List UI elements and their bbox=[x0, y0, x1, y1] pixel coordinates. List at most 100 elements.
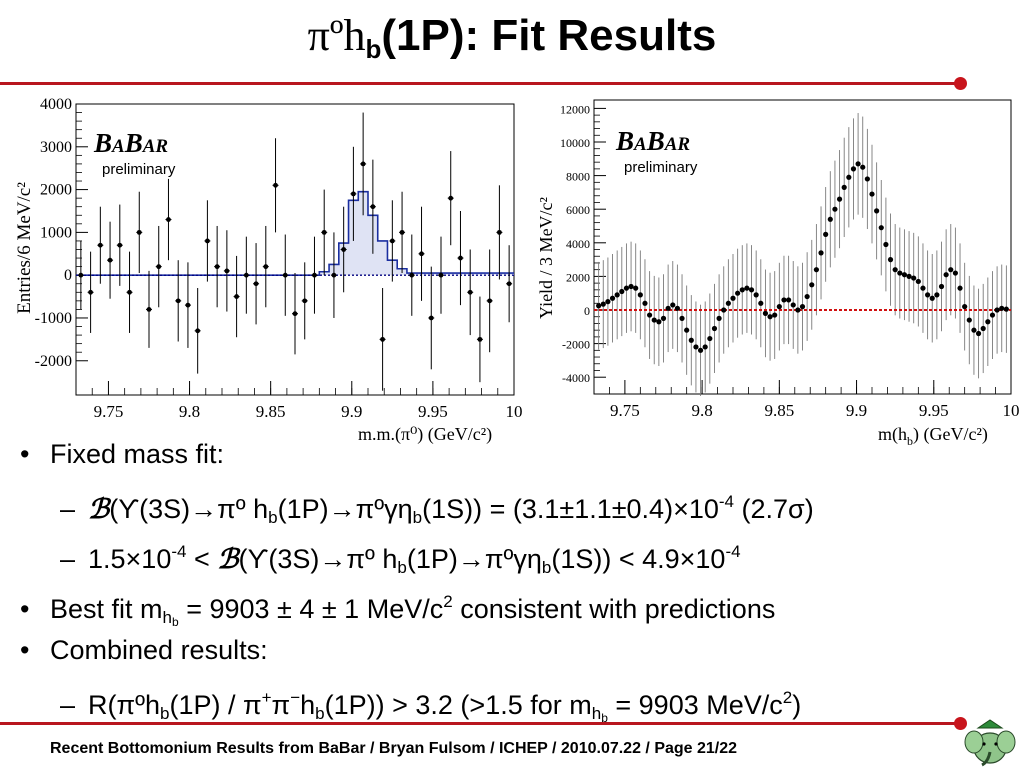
data-point bbox=[855, 161, 861, 167]
data-point bbox=[716, 315, 722, 321]
data-point bbox=[721, 307, 727, 313]
data-point bbox=[146, 307, 152, 312]
data-point bbox=[185, 302, 191, 308]
data-point bbox=[725, 300, 731, 306]
data-point bbox=[702, 344, 708, 350]
data-point bbox=[679, 315, 685, 321]
data-point bbox=[874, 208, 880, 214]
data-point bbox=[832, 206, 838, 212]
preliminary-label: preliminary bbox=[624, 159, 698, 176]
data-point bbox=[735, 290, 741, 296]
data-point bbox=[609, 295, 616, 301]
data-point bbox=[697, 347, 704, 353]
data-point bbox=[647, 312, 653, 318]
data-point bbox=[799, 304, 806, 310]
babar-brand-label: BABAR bbox=[93, 128, 168, 158]
data-point bbox=[370, 204, 376, 210]
x-tick-label: 9.9 bbox=[341, 402, 362, 421]
data-point bbox=[818, 250, 824, 256]
data-point bbox=[892, 267, 898, 273]
data-point bbox=[781, 297, 787, 303]
x-tick-label: 10 bbox=[506, 402, 523, 421]
data-point bbox=[962, 304, 968, 310]
data-point bbox=[897, 270, 903, 276]
data-point bbox=[966, 317, 972, 323]
data-point bbox=[628, 283, 634, 290]
x-tick-label: 9.85 bbox=[764, 401, 794, 420]
x-axis-label: m(hb) (GeV/c²) bbox=[878, 424, 988, 448]
data-point bbox=[619, 288, 625, 295]
data-point bbox=[869, 191, 875, 197]
data-point bbox=[273, 182, 278, 188]
data-point bbox=[975, 330, 982, 337]
data-point bbox=[78, 272, 84, 278]
data-point bbox=[302, 298, 308, 304]
y-tick-label: 12000 bbox=[560, 102, 590, 116]
x-tick-label: 9.85 bbox=[256, 402, 286, 421]
data-point bbox=[117, 242, 123, 248]
data-point bbox=[389, 238, 395, 244]
data-point bbox=[497, 229, 502, 235]
chart-right: -4000 -2000 0 2000 4000 6000 8000 10000 12000 9.7… bbox=[536, 99, 1020, 448]
data-point bbox=[642, 300, 648, 306]
data-point bbox=[467, 289, 473, 295]
y-tick-label: 3000 bbox=[40, 139, 72, 156]
data-point bbox=[952, 270, 958, 276]
y-tick-label: 0 bbox=[64, 267, 72, 284]
y-axis-label: Entries/6 MeV/c² bbox=[14, 182, 35, 314]
top-divider-dot bbox=[954, 77, 967, 90]
bullet-branching-range: –1.5×10-4 < ℬ(ϒ(3S)→πº hb(1P)→πºγηb(1S))… bbox=[60, 542, 741, 577]
data-point bbox=[651, 317, 657, 323]
data-point bbox=[214, 264, 220, 270]
data-point bbox=[943, 272, 949, 278]
data-point bbox=[166, 217, 171, 222]
data-point bbox=[600, 301, 606, 307]
data-point bbox=[846, 174, 852, 180]
y-tick-label: 2000 bbox=[566, 270, 590, 284]
slide-title: πºhb(1P): Fit Results bbox=[307, 11, 717, 64]
data-point bbox=[380, 336, 385, 342]
data-point bbox=[971, 327, 977, 333]
data-point bbox=[205, 238, 210, 244]
bottom-divider-dot bbox=[954, 717, 967, 730]
data-point bbox=[614, 292, 620, 298]
data-point bbox=[934, 292, 940, 298]
data-point bbox=[136, 229, 142, 235]
data-point bbox=[786, 297, 792, 303]
data-point bbox=[684, 327, 690, 333]
y-tick-label: -1000 bbox=[35, 310, 72, 327]
chart-left: -2000 -1000 0 1000 2000 3000 4000 9.75 9.8 9.85 9.… bbox=[14, 96, 523, 445]
data-point bbox=[827, 216, 833, 222]
data-point bbox=[758, 300, 764, 306]
data-point bbox=[994, 307, 1000, 313]
data-point bbox=[906, 273, 912, 279]
data-point bbox=[341, 247, 347, 252]
data-point bbox=[753, 292, 759, 298]
data-point bbox=[448, 195, 454, 201]
data-point bbox=[813, 267, 819, 273]
babar-brand-label: BABAR bbox=[615, 126, 690, 156]
data-point bbox=[419, 251, 424, 257]
y-tick-label: 8000 bbox=[566, 170, 590, 184]
x-tick-label: 9.8 bbox=[691, 401, 712, 420]
data-point bbox=[711, 325, 718, 332]
data-point bbox=[234, 294, 240, 299]
data-point bbox=[985, 319, 991, 325]
preliminary-label: preliminary bbox=[102, 161, 176, 178]
data-point bbox=[97, 242, 103, 248]
data-point bbox=[660, 315, 667, 321]
y-tick-label: -4000 bbox=[562, 371, 590, 385]
y-tick-label: 4000 bbox=[566, 237, 590, 251]
data-point bbox=[878, 225, 884, 231]
data-point bbox=[331, 272, 337, 278]
data-point bbox=[776, 304, 782, 310]
data-point bbox=[633, 285, 639, 291]
data-point bbox=[670, 302, 676, 308]
data-point bbox=[748, 287, 755, 293]
data-point bbox=[665, 305, 671, 311]
data-point bbox=[428, 315, 434, 321]
data-point bbox=[948, 267, 954, 273]
data-point bbox=[901, 272, 908, 278]
data-point bbox=[195, 328, 201, 334]
data-point bbox=[795, 307, 801, 313]
